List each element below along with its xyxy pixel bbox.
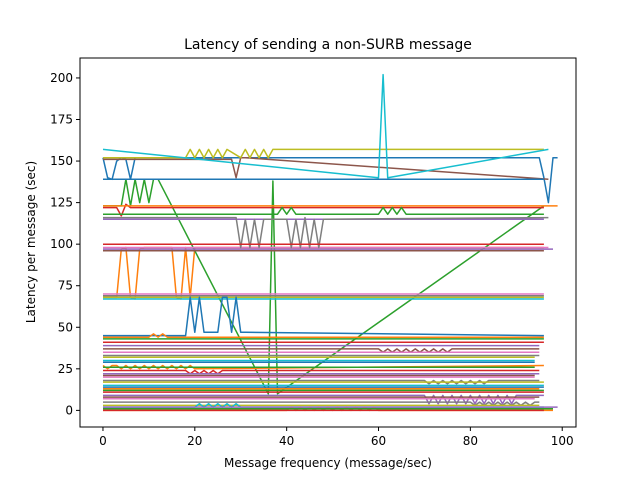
series-line-2 bbox=[103, 246, 544, 300]
y-tick-label: 50 bbox=[58, 320, 73, 334]
y-tick-label: 0 bbox=[65, 403, 73, 417]
series-line-6 bbox=[103, 156, 549, 181]
y-tick-label: 25 bbox=[58, 362, 73, 376]
y-tick-label: 125 bbox=[50, 196, 73, 210]
series-line-50 bbox=[103, 402, 544, 408]
x-tick-label: 20 bbox=[187, 434, 202, 448]
y-tick-label: 200 bbox=[50, 71, 73, 85]
x-tick-label: 0 bbox=[99, 434, 107, 448]
series-layer bbox=[102, 73, 558, 412]
x-tick-label: 100 bbox=[551, 434, 574, 448]
series-line-8 bbox=[103, 216, 549, 249]
series-line-4 bbox=[103, 203, 544, 217]
series-line-34 bbox=[103, 369, 540, 375]
plot-frame bbox=[79, 57, 577, 428]
series-line-21 bbox=[103, 296, 544, 337]
x-tick-label: 80 bbox=[463, 434, 478, 448]
series-line-22 bbox=[103, 333, 544, 338]
y-axis-label: Latency per message (sec) bbox=[24, 161, 38, 323]
series-line-13 bbox=[103, 206, 544, 215]
chart-title: Latency of sending a non-SURB message bbox=[184, 37, 472, 53]
y-tick-label: 175 bbox=[50, 113, 73, 127]
x-tick-label: 60 bbox=[371, 434, 386, 448]
series-line-3 bbox=[103, 178, 545, 395]
x-axis-label: Message frequency (message/sec) bbox=[224, 456, 432, 470]
y-axis-ticks: 0 25 50 75 100 125 150 175 200 bbox=[50, 71, 80, 417]
y-tick-label: 100 bbox=[50, 237, 73, 251]
series-line-10 bbox=[102, 73, 549, 179]
y-tick-label: 150 bbox=[50, 154, 73, 168]
x-axis-ticks: 0 20 40 60 80 100 bbox=[99, 427, 574, 448]
x-tick-label: 40 bbox=[279, 434, 294, 448]
y-tick-label: 75 bbox=[58, 279, 73, 293]
series-line-45 bbox=[103, 394, 544, 405]
series-line-9 bbox=[103, 148, 544, 159]
series-line-26 bbox=[103, 348, 540, 353]
